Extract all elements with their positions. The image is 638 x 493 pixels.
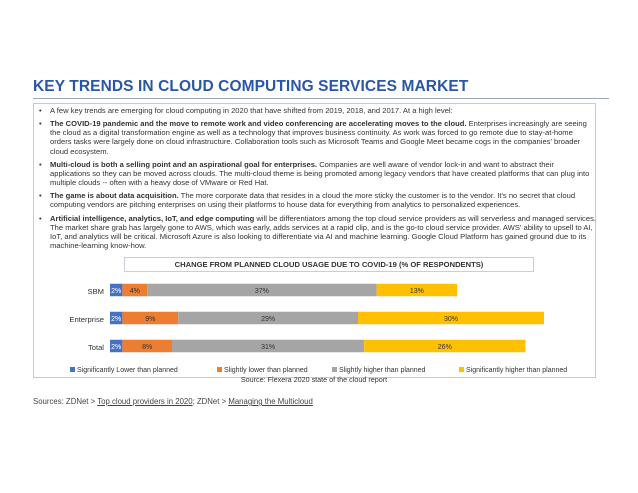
data-label: 8% <box>142 344 152 351</box>
title-divider <box>33 98 609 99</box>
data-label: 13% <box>410 288 424 295</box>
bar-segment <box>358 311 544 325</box>
content-frame <box>33 103 596 378</box>
bullet-item: • Artificial intelligence, analytics, Io… <box>36 214 596 250</box>
data-label: 26% <box>438 344 452 351</box>
chart-title: CHANGE FROM PLANNED CLOUD USAGE DUE TO C… <box>124 257 534 272</box>
bullet-item: • Multi-cloud is both a selling point an… <box>36 160 596 187</box>
chart-source: Source: Flexera 2020 state of the cloud … <box>241 375 387 384</box>
bullet-text: The more corporate data that resides in … <box>50 191 576 210</box>
page-title: KEY TRENDS IN CLOUD COMPUTING SERVICES M… <box>33 78 469 95</box>
bar-segment <box>147 283 377 297</box>
category-label: SBM <box>88 287 104 296</box>
bullet-text: A few key trends are emerging for cloud … <box>50 106 453 115</box>
source-link-managing-multicloud[interactable]: Managing the Multicloud <box>228 397 313 406</box>
legend-label: Slightly higher than planned <box>339 367 426 374</box>
legend-label: Significantly Lower than planned <box>77 367 178 374</box>
legend-swatch <box>332 367 337 372</box>
sources-prefix: Sources: ZDNet > <box>33 397 98 406</box>
bullet-lead: Artificial intelligence, analytics, IoT,… <box>50 213 255 223</box>
legend-swatch <box>217 367 222 372</box>
data-label: 2% <box>111 344 121 351</box>
bar-segment <box>376 283 458 297</box>
bullet-lead: Multi-cloud is both a selling point and … <box>50 159 318 169</box>
source-link-top-cloud-providers[interactable]: Top cloud providers in 2020 <box>97 397 193 406</box>
bar-segment <box>110 339 123 353</box>
bullet-text: will be differentiators among the top cl… <box>50 213 596 250</box>
legend-label: Slightly lower than planned <box>224 367 308 374</box>
bullet-item: • The game is about data acquisition. Th… <box>36 191 596 209</box>
bar-segment <box>122 339 172 353</box>
bullet-dot-icon: • <box>39 213 42 223</box>
bullet-text: Enterprises increasingly are seeing the … <box>50 119 587 156</box>
bar-segment <box>122 311 179 325</box>
bullet-dot-icon: • <box>39 191 42 201</box>
data-label: 31% <box>261 344 275 351</box>
bullet-dot-icon: • <box>39 106 42 115</box>
legend-label: Significantly higher than planned <box>466 367 567 374</box>
sources-middle: ; ZDNet > <box>192 397 229 406</box>
bar-segment <box>122 283 148 297</box>
bar-segment <box>110 311 123 325</box>
legend-swatch <box>459 367 464 372</box>
bullet-dot-icon: • <box>39 159 42 169</box>
bullet-lead: The game is about data acquisition. <box>50 191 179 201</box>
category-label: Enterprise <box>69 315 104 324</box>
data-label: 9% <box>145 316 155 323</box>
data-label: 37% <box>255 288 269 295</box>
bullet-text: Companies are well aware of vendor lock-… <box>50 159 590 188</box>
bullet-item: • The COVID-19 pandemic and the move to … <box>36 119 596 155</box>
bullet-list: • A few key trends are emerging for clou… <box>36 106 596 254</box>
category-label: Total <box>88 343 104 352</box>
data-label: 4% <box>130 288 140 295</box>
bullet-dot-icon: • <box>39 119 42 129</box>
bullet-item: • A few key trends are emerging for clou… <box>36 106 596 115</box>
legend-swatch <box>70 367 75 372</box>
bar-segment <box>172 339 365 353</box>
data-label: 2% <box>111 288 121 295</box>
bullet-lead: The COVID-19 pandemic and the move to re… <box>50 119 467 129</box>
bar-segment <box>178 311 358 325</box>
data-label: 29% <box>261 316 275 323</box>
sources-line: Sources: ZDNet > Top cloud providers in … <box>33 397 313 406</box>
bar-segment <box>364 339 526 353</box>
data-label: 2% <box>111 316 121 323</box>
stacked-bar-chart: SBM 2% 4% 37% 13% Enterprise 2% 9% 29% 30% Total 2%… <box>69 283 567 384</box>
bar-segment <box>110 283 123 297</box>
data-label: 30% <box>444 316 458 323</box>
